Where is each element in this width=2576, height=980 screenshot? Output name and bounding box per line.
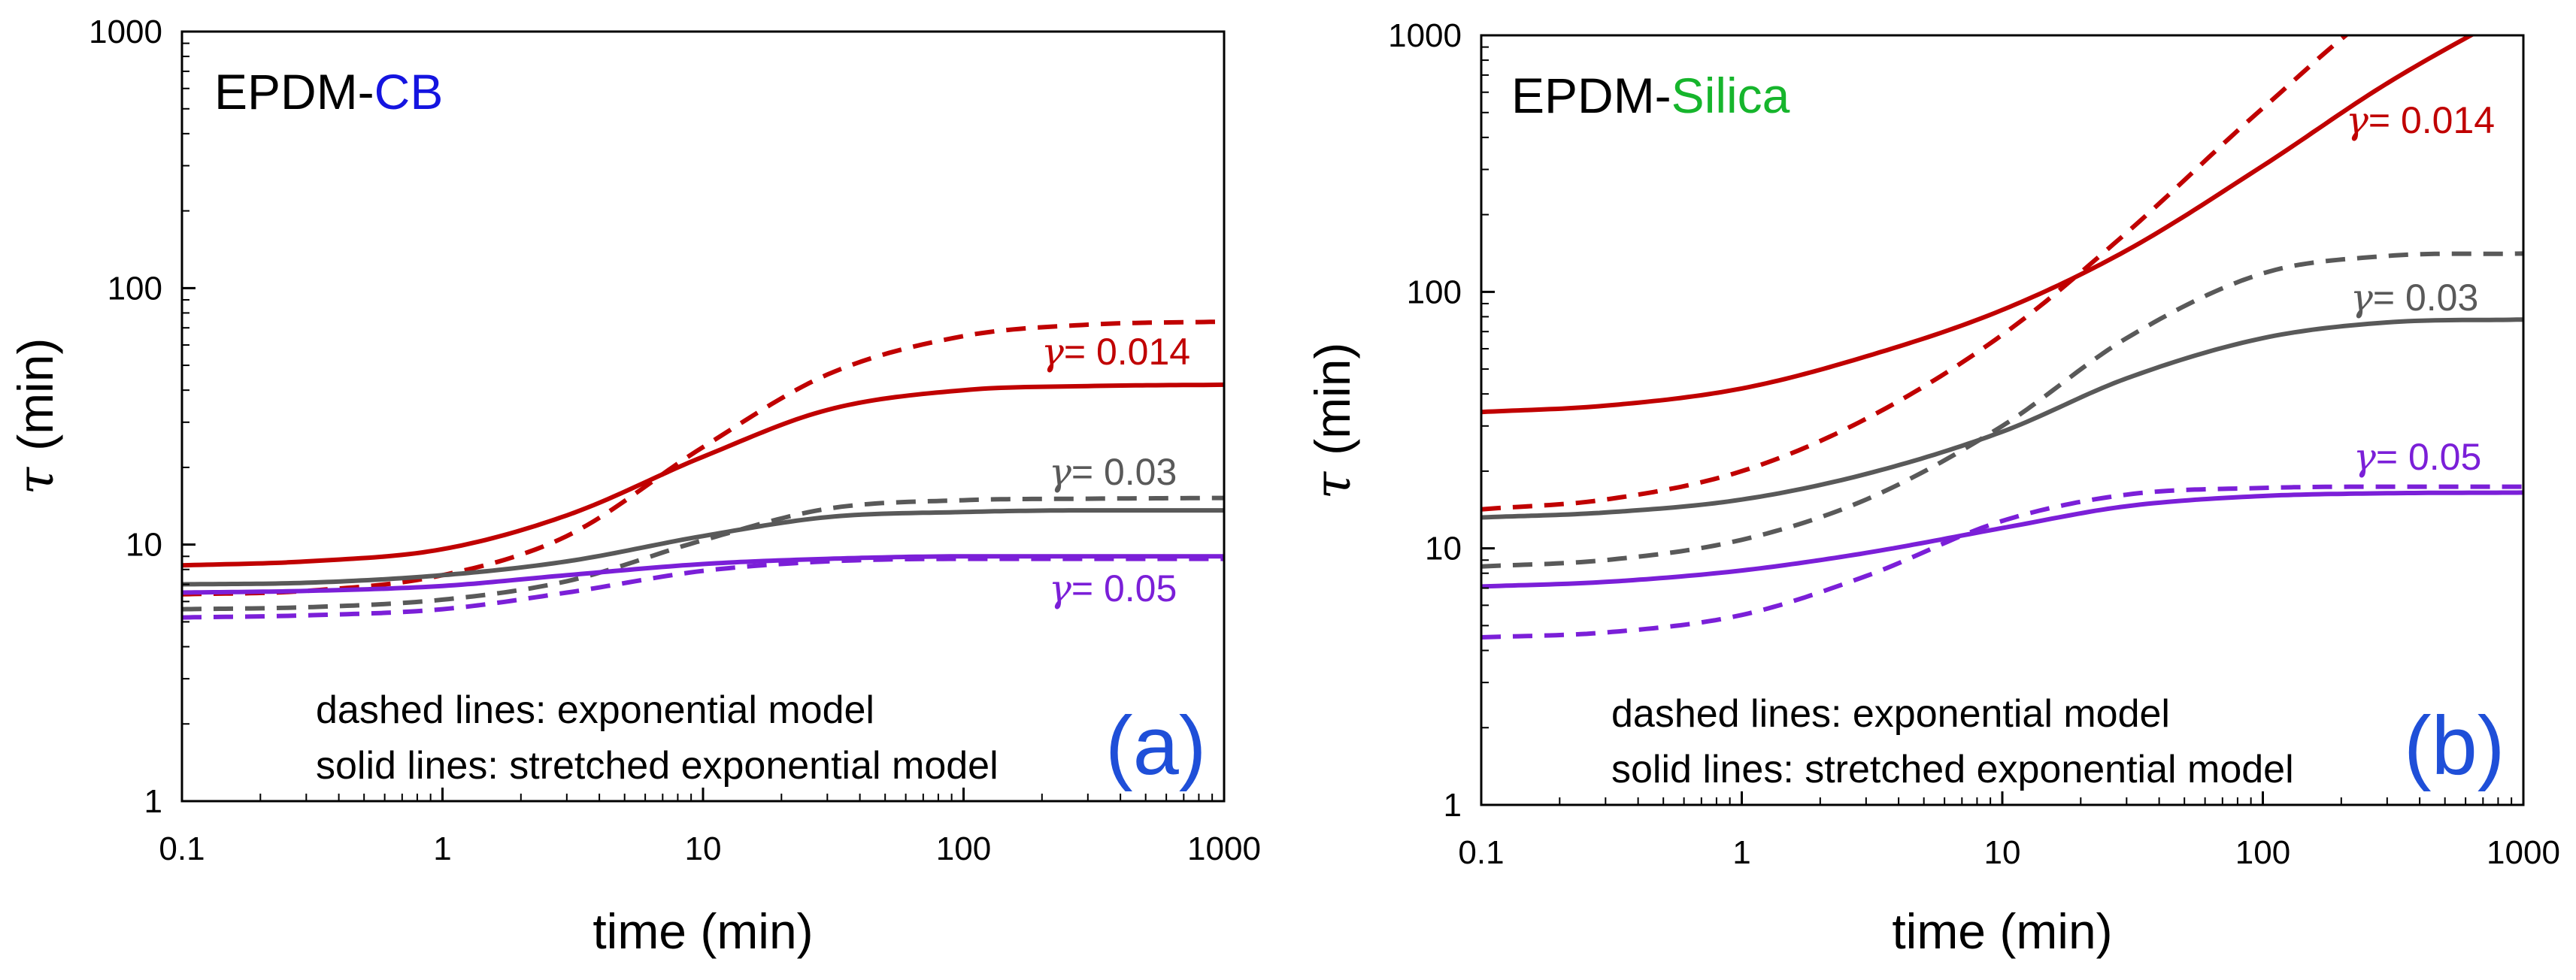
plot-frame xyxy=(180,30,1226,803)
tau-symbol: τ xyxy=(1304,470,1362,499)
x-tick-label: 10 xyxy=(685,830,722,867)
gamma-label-0_014: γ= 0.014 xyxy=(2346,98,2495,142)
panel-title: EPDM-CB xyxy=(214,64,443,119)
y-axis-unit: (min) xyxy=(8,338,63,451)
note-dashed-lines: dashed lines: exponential model xyxy=(316,688,874,732)
series-group xyxy=(182,319,1224,620)
gamma-equals: = xyxy=(1071,451,1104,493)
y-tick-label: 1000 xyxy=(1388,17,1462,54)
gamma-value: 0.05 xyxy=(2408,436,2481,478)
x-tick-label: 1000 xyxy=(1187,830,1261,867)
series-line-gamma-0_03-dashed xyxy=(1481,251,2523,569)
gamma-value: 0.014 xyxy=(2401,99,2495,141)
y-tick-label: 1 xyxy=(144,783,162,820)
gamma-equals: = xyxy=(1064,331,1096,373)
x-tick-label: 1 xyxy=(433,830,451,867)
series-line-gamma-0_014-solid xyxy=(182,382,1224,568)
panel-title-filler: CB xyxy=(374,64,444,119)
gamma-label-0_05: γ= 0.05 xyxy=(1049,567,1177,610)
gamma-symbol: γ xyxy=(1041,330,1064,374)
series-line-gamma-0_03-dashed xyxy=(182,495,1224,612)
x-tick-label: 1000 xyxy=(2487,834,2560,871)
note-solid-lines: solid lines: stretched exponential model xyxy=(316,744,999,788)
gamma-symbol: γ xyxy=(1049,567,1071,610)
panel-title-prefix: EPDM- xyxy=(1511,68,1671,123)
series-line-gamma-0_03-solid xyxy=(182,508,1224,587)
series-line-gamma-0_03-solid xyxy=(1481,317,2523,520)
panel-title-filler: Silica xyxy=(1671,68,1790,123)
panel-title: EPDM-Silica xyxy=(1511,68,1790,123)
y-tick-label: 10 xyxy=(126,527,162,564)
series-line-gamma-0_014-solid xyxy=(1481,35,2476,415)
panel-letter: (a) xyxy=(1105,700,1206,792)
gamma-label-0_03: γ= 0.03 xyxy=(2350,276,2478,319)
y-tick-label: 1000 xyxy=(89,14,162,50)
series-line-gamma-0_05-solid xyxy=(1481,490,2523,589)
gamma-value: 0.05 xyxy=(1104,567,1177,609)
y-axis-title: τ (min) xyxy=(7,338,65,495)
gamma-symbol: γ xyxy=(2346,98,2368,142)
x-tick-label: 100 xyxy=(936,830,991,867)
y-tick-label: 1 xyxy=(1444,787,1462,824)
x-tick-label: 0.1 xyxy=(1458,834,1504,871)
plot-frame xyxy=(1480,34,2525,806)
y-axis-title: τ (min) xyxy=(1304,343,1362,500)
series-line-gamma-0_05-dashed xyxy=(1481,484,2523,640)
x-tick-label: 0.1 xyxy=(159,830,205,867)
note-solid-lines: solid lines: stretched exponential model xyxy=(1611,748,2294,791)
x-axis-title: time (min) xyxy=(592,903,813,959)
gamma-equals: = xyxy=(1071,567,1104,609)
gamma-symbol: γ xyxy=(2350,276,2373,319)
x-axis-title: time (min) xyxy=(1892,903,2112,959)
series-line-gamma-0_05-solid xyxy=(182,554,1224,595)
gamma-equals: = xyxy=(2376,436,2408,478)
gamma-value: 0.03 xyxy=(1104,451,1177,493)
y-tick-label: 100 xyxy=(1407,274,1462,310)
panel-title-prefix: EPDM- xyxy=(214,64,374,119)
gamma-label-0_05: γ= 0.05 xyxy=(2353,435,2481,479)
tau-symbol: τ xyxy=(7,466,65,495)
panel-letter: (b) xyxy=(2404,700,2505,792)
x-tick-label: 100 xyxy=(2235,834,2290,871)
chart-panel-b: 1 10 100 1000 0.1 1 10 100 1000 time (min) τ (min) E… xyxy=(1304,17,2560,959)
x-tick-label: 1 xyxy=(1732,834,1750,871)
chart-panel-a: 1 10 100 1000 0.1 1 10 100 1000 time (min) τ (min) E… xyxy=(7,14,1261,959)
gamma-symbol: γ xyxy=(1049,450,1071,494)
gamma-equals: = xyxy=(2373,277,2405,319)
gamma-value: 0.014 xyxy=(1096,331,1190,373)
note-dashed-lines: dashed lines: exponential model xyxy=(1611,692,2170,736)
x-tick-label: 10 xyxy=(1984,834,2021,871)
gamma-symbol: γ xyxy=(2353,435,2376,479)
y-tick-label: 10 xyxy=(1425,531,1462,567)
gamma-label-0_03: γ= 0.03 xyxy=(1049,450,1177,494)
gamma-value: 0.03 xyxy=(2405,277,2478,319)
y-axis-unit: (min) xyxy=(1305,343,1360,455)
series-line-gamma-0_05-dashed xyxy=(182,556,1224,620)
gamma-label-0_014: γ= 0.014 xyxy=(1041,330,1190,374)
y-tick-label: 100 xyxy=(108,270,162,307)
gamma-equals: = xyxy=(2368,99,2401,141)
